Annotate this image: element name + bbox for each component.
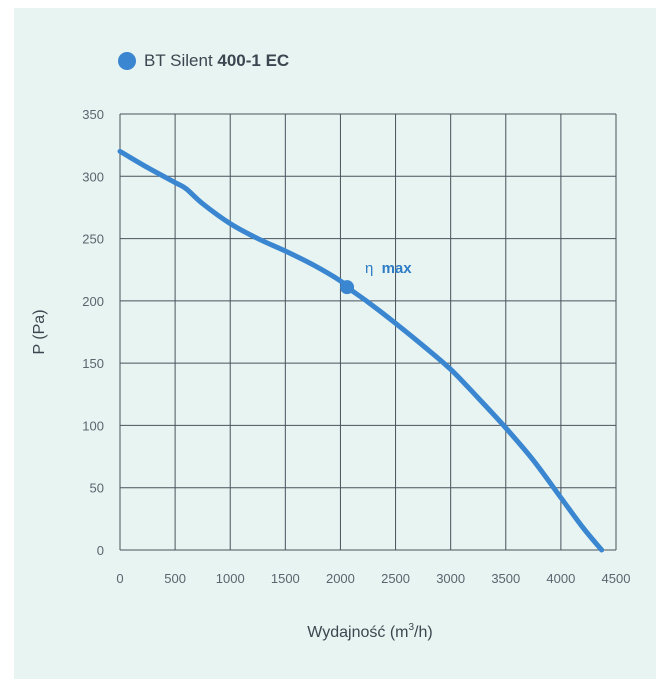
x-tick-label: 4500	[602, 571, 631, 586]
x-axis-title-main: Wydajność (m	[307, 624, 408, 641]
x-tick-label: 4000	[546, 571, 575, 586]
y-tick-label: 250	[82, 232, 104, 247]
legend-label: BT Silent 400-1 EC	[144, 51, 289, 71]
legend-dot-icon	[118, 52, 136, 70]
y-axis-title: P (Pa)	[31, 309, 48, 354]
y-tick-labels: 0 50 100 150 200 250 300 350	[82, 107, 104, 558]
y-tick-label: 350	[82, 107, 104, 122]
y-tick-label: 150	[82, 356, 104, 371]
x-tick-labels: 0 500 1000 1500 2000 2500 3000 3500 4000 4500	[116, 571, 630, 586]
legend-label-regular: BT Silent	[144, 51, 218, 70]
x-tick-label: 1500	[271, 571, 300, 586]
legend-label-bold: 400-1 EC	[217, 51, 290, 70]
x-tick-label: 3500	[491, 571, 520, 586]
x-axis-title-sup: 3	[408, 622, 414, 633]
x-tick-label: 2000	[326, 571, 355, 586]
y-tick-label: 100	[82, 418, 104, 433]
y-tick-label: 200	[82, 294, 104, 309]
legend: BT Silent 400-1 EC	[118, 48, 289, 74]
grid	[119, 113, 617, 551]
eta-text: max	[382, 260, 413, 277]
x-axis-title-unit: /h)	[414, 624, 433, 641]
x-axis-title: Wydajność (m3/h)	[307, 622, 432, 641]
x-tick-label: 2500	[381, 571, 410, 586]
chart-panel	[14, 8, 656, 679]
x-tick-label: 500	[164, 571, 186, 586]
series-line	[117, 148, 605, 553]
y-tick-label: 0	[97, 543, 104, 558]
x-tick-label: 1000	[216, 571, 245, 586]
y-tick-label: 300	[82, 169, 104, 184]
eta-max-label: η max	[365, 260, 412, 277]
x-tick-label: 0	[116, 571, 123, 586]
eta-symbol: η	[365, 260, 373, 277]
eta-max-marker	[340, 280, 355, 295]
x-tick-label: 3000	[436, 571, 465, 586]
y-tick-label: 50	[90, 481, 104, 496]
